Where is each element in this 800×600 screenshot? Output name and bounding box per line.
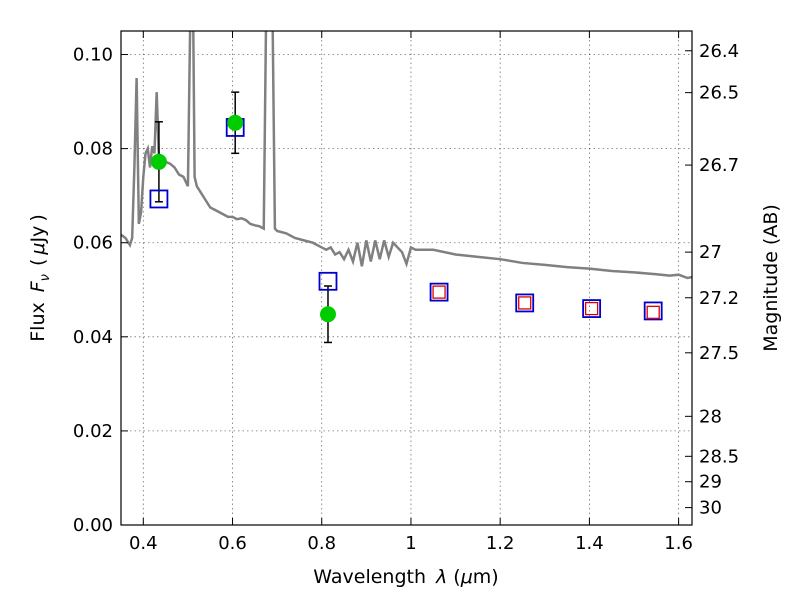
y-tick-label: 0.10 [73, 45, 113, 66]
y2-tick-label: 26.4 [699, 41, 739, 62]
y2-tick-label: 26.7 [699, 155, 739, 176]
y2-axis-label: Magnitude (AB) [760, 204, 782, 352]
model-spectrum-line [121, 31, 692, 280]
red-square-marker [646, 305, 660, 319]
red-square-marker [432, 285, 446, 299]
y-axis-label: FluxFν(μJy) [27, 214, 53, 342]
x-axis-label: Wavelength λ (μm) [313, 566, 498, 588]
y2-tick-label: 30 [699, 498, 722, 519]
blue-square-marker [582, 299, 602, 318]
red-square-marker [518, 296, 532, 310]
y2-tick-label: 27.2 [699, 288, 739, 309]
observed-points [150, 114, 336, 323]
y2-axis-ticks: 26.4 26.5 26.7 27 27.2 27.5 28 28.5 29 30 [685, 41, 739, 519]
x-tick-label: 1 [405, 533, 416, 554]
observed-point [319, 306, 336, 323]
y2-tick-label: 27 [699, 242, 722, 263]
y2-tick-label: 29 [699, 472, 722, 493]
y2-tick-label: 28 [699, 406, 722, 427]
y2-tick-label: 28.5 [699, 446, 739, 467]
blue-square-marker [515, 293, 535, 313]
y-tick-label: 0.06 [73, 233, 113, 254]
blue-square-marker [318, 271, 338, 291]
observed-point [150, 153, 167, 170]
x-axis-ticks: 0.4 0.6 0.8 1 1.2 1.4 1.6 [129, 31, 693, 554]
red-square-markers [432, 285, 660, 319]
blue-square-marker [643, 301, 663, 321]
grid [121, 31, 692, 526]
y2-tick-label: 27.5 [699, 343, 739, 364]
x-tick-label: 0.6 [218, 533, 247, 554]
y2-tick-label: 26.5 [699, 83, 739, 104]
observed-point [227, 114, 244, 131]
x-tick-label: 1.4 [575, 533, 604, 554]
plot-area [121, 31, 692, 344]
x-tick-label: 0.8 [307, 533, 336, 554]
x-tick-label: 0.4 [129, 533, 158, 554]
y-tick-label: 0.00 [73, 515, 113, 536]
blue-square-marker [149, 189, 169, 209]
red-square-marker [584, 301, 599, 316]
y-tick-label: 0.08 [73, 139, 113, 160]
blue-square-marker [429, 282, 449, 302]
x-tick-label: 1.6 [664, 533, 693, 554]
plot-frame [120, 30, 693, 526]
y-axis-ticks: 0.00 0.02 0.04 0.06 0.08 0.10 [73, 45, 128, 536]
y-tick-label: 0.04 [73, 327, 113, 348]
blue-square-markers [149, 118, 663, 321]
y-tick-label: 0.02 [73, 421, 113, 442]
x-tick-label: 1.2 [486, 533, 515, 554]
